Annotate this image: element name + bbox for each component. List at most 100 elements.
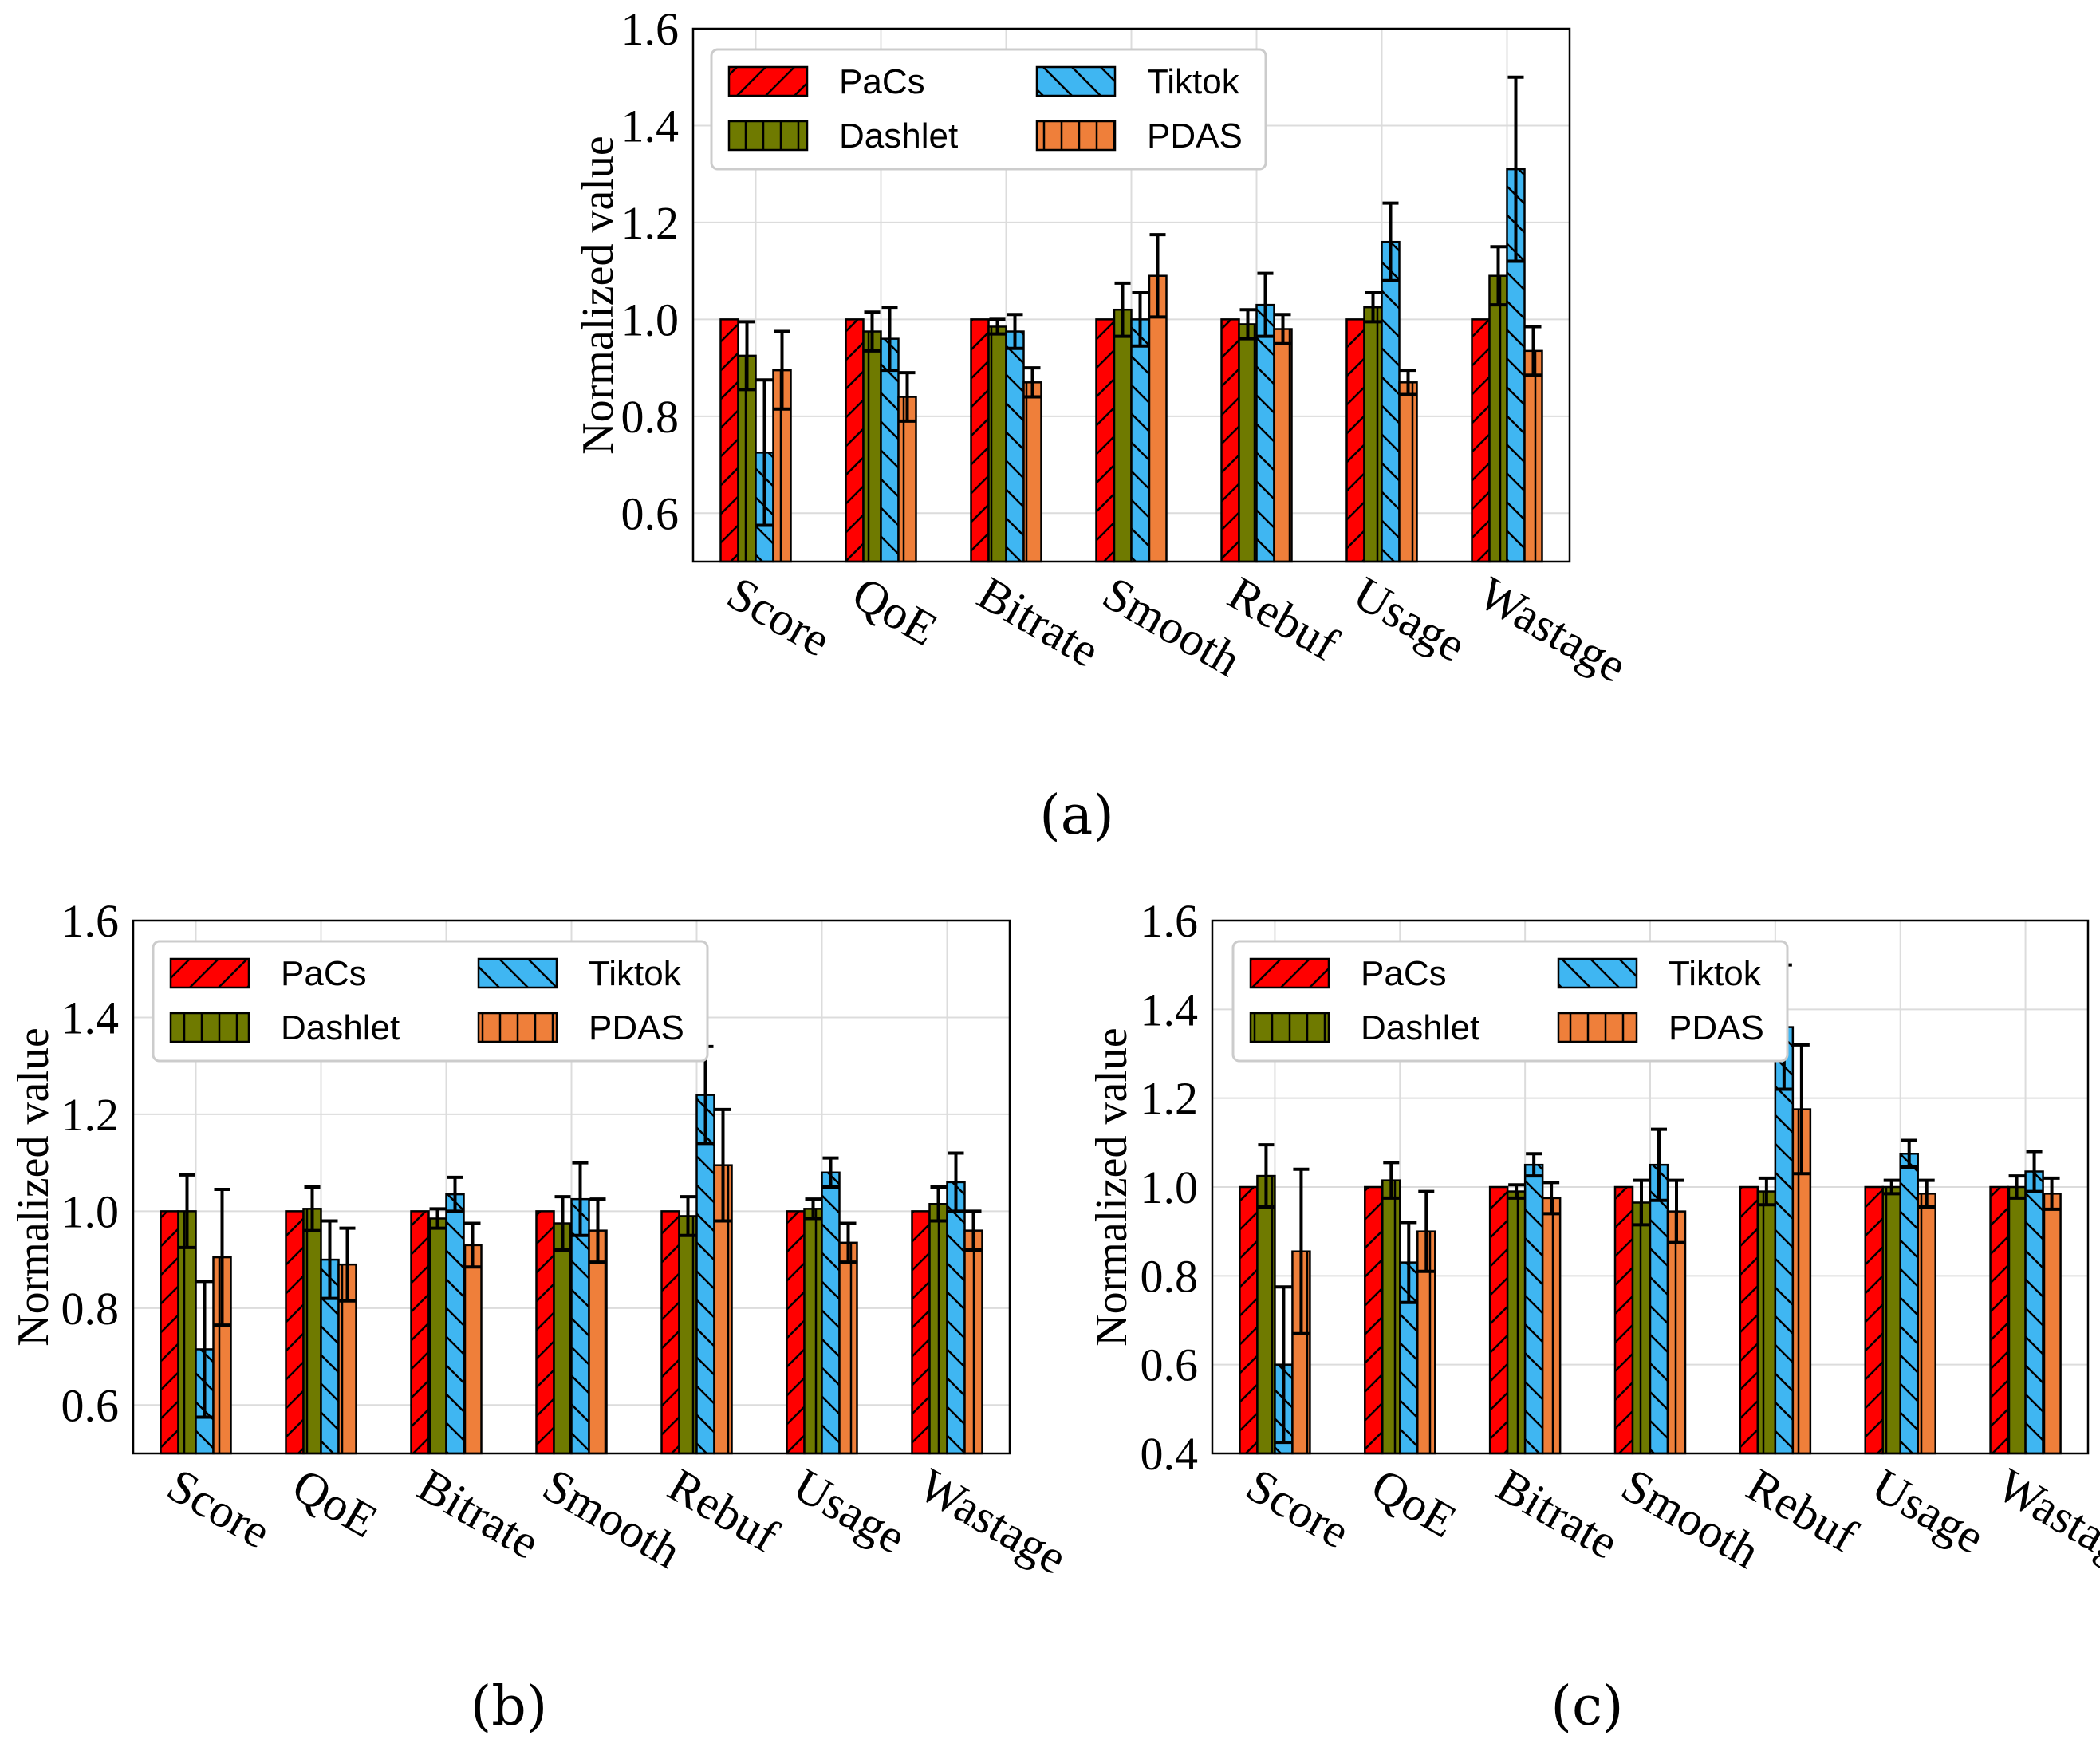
bar-hatch [1346,319,1365,562]
legend-swatch-hatch [171,959,249,988]
bar-hatch [821,1172,840,1453]
legend-swatch-hatch [1558,1013,1637,1042]
bar-hatch [1382,1180,1401,1453]
bar-hatch [679,1216,697,1453]
bar-hatch [1131,319,1149,562]
x-tick-label: QoE [844,566,946,656]
bar-hatch [1792,1109,1810,1453]
y-tick-label: 1.4 [621,100,680,152]
bar-hatch [804,1209,822,1453]
y-tick-label: 1.2 [1141,1073,1199,1125]
bar-hatch [714,1165,732,1453]
bar-hatch [178,1211,196,1453]
bar-hatch [1113,310,1132,562]
bar-hatch [1364,307,1382,562]
bar-hatch [720,319,739,562]
bar-hatch [929,1204,948,1453]
bar-hatch [786,1211,805,1453]
bar-hatch [2025,1171,2043,1453]
bar-hatch [554,1223,572,1453]
bar-hatch [1399,382,1417,562]
bar-hatch [1507,169,1525,562]
legend-label: PaCs [1361,954,1447,993]
bar-hatch [2007,1187,2026,1453]
legend-label: Dashlet [281,1008,400,1047]
bar-hatch [947,1181,965,1453]
legend: PaCs Dashlet Tiktok PDAS [710,48,1267,171]
bar-hatch [1917,1193,1936,1453]
y-tick-label: 1.0 [621,294,680,345]
legend-label: Dashlet [839,116,958,156]
y-tick-label: 0.8 [1141,1250,1199,1302]
legend-swatch-hatch [479,959,557,988]
bar-hatch [428,1218,447,1453]
y-tick-label: 1.6 [1141,895,1199,947]
legend-label: PaCs [281,954,367,993]
bar-hatch [1381,242,1400,562]
legend: PaCs Dashlet Tiktok PDAS [152,940,709,1063]
bar-hatch [1542,1197,1561,1453]
y-tick-label: 0.6 [621,487,680,539]
legend-label: Dashlet [1361,1008,1479,1047]
legend-frame [152,940,709,1063]
legend: PaCs Dashlet Tiktok PDAS [1231,940,1789,1063]
y-tick-label: 0.8 [621,391,680,443]
x-tick-label: Smooth [1613,1458,1769,1579]
panel-caption: (b) [471,1675,548,1738]
bar-hatch [1489,275,1507,562]
x-tick-label: QoE [284,1458,386,1548]
bar-hatch [845,319,864,562]
bar-hatch [2043,1193,2061,1453]
y-axis-label: Normalized value [573,136,623,455]
bar-hatch [213,1257,231,1453]
bar-hatch [1524,350,1542,562]
bar-hatch [1882,1187,1901,1453]
bar-hatch [1096,319,1114,562]
bar-hatch [303,1209,321,1453]
bar-hatch [571,1199,589,1453]
bar-hatch [589,1230,607,1453]
legend-swatch-hatch [171,1013,249,1042]
bar-hatch [160,1211,179,1453]
bar-hatch [1221,319,1239,562]
y-tick-label: 0.8 [61,1283,120,1335]
bar-hatch [1292,1251,1310,1453]
bar-hatch [1865,1187,1883,1453]
y-tick-label: 0.6 [1141,1339,1199,1391]
bar-hatch [1490,1187,1508,1453]
bar-hatch [1615,1187,1633,1453]
legend-swatch-hatch [1037,67,1115,96]
bar-hatch [1739,1187,1758,1453]
legend-label: PDAS [589,1008,684,1047]
y-tick-label: 0.4 [1141,1428,1199,1480]
panel-caption: (c) [1550,1675,1623,1738]
bar-hatch [1365,1187,1383,1453]
bar-hatch [773,370,791,562]
bar-hatch [1775,1027,1793,1453]
bar-hatch [971,319,989,562]
bar-hatch [1256,305,1275,562]
bar-hatch [696,1094,715,1453]
bar-hatch [338,1264,357,1453]
bar-hatch [463,1244,482,1453]
bar-hatch [1257,1176,1275,1453]
legend-swatch-hatch [1037,121,1115,150]
bar-hatch [1900,1154,1918,1453]
bar-hatch [1148,275,1167,562]
bar-hatch [1023,382,1042,562]
chart-panel-c: 0.4 0.6 0.8 1.0 1.2 1.4 1.6 Score QoE BitrateSmoo… [1087,895,2100,1738]
y-tick-label: 1.6 [621,3,680,55]
y-tick-label: 1.4 [61,992,120,1043]
y-axis-label: Normalized value [9,1027,58,1347]
bar-hatch [1757,1191,1775,1453]
plot-frame [132,919,1011,1455]
bar-hatch [738,355,756,562]
x-tick-label: Wastage [910,1458,1076,1584]
x-tick-label: Smooth [1094,566,1250,687]
x-tick-label: Score [719,566,839,666]
bar-hatch [964,1230,983,1453]
bar-hatch [988,326,1007,562]
bar-hatch [536,1211,554,1453]
